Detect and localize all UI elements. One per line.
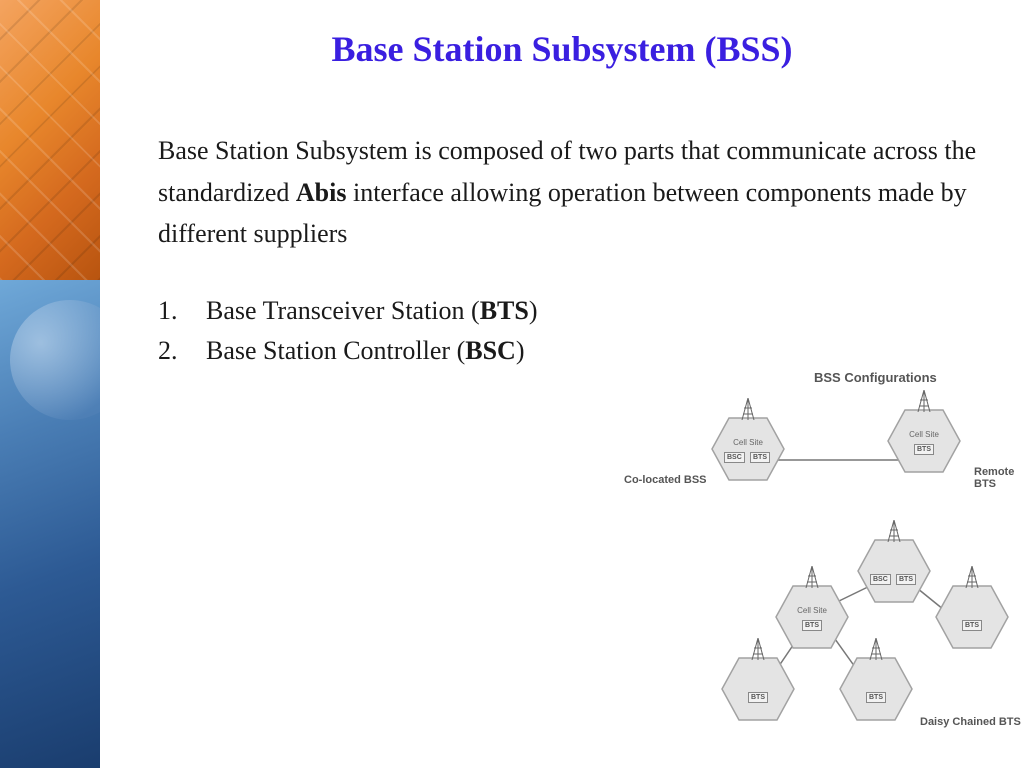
hex-colocated: Cell Site BSC BTS <box>710 416 786 482</box>
list-post: ) <box>516 336 525 365</box>
label-remote: Remote BTS <box>974 466 1024 490</box>
list-pre: Base Transceiver Station ( <box>206 296 480 325</box>
unit-bts: BTS <box>896 574 916 585</box>
tower-icon <box>750 638 766 660</box>
label-colocated: Co-located BSS <box>624 474 707 486</box>
tower-icon <box>740 398 756 420</box>
list-item: 1.Base Transceiver Station (BTS) <box>158 291 984 331</box>
list-pre: Base Station Controller ( <box>206 336 465 365</box>
hex-daisy-r: BTS <box>934 584 1010 650</box>
tower-icon <box>964 566 980 588</box>
label-daisy: Daisy Chained BTS <box>920 716 1021 728</box>
unit-bts: BTS <box>866 692 886 703</box>
decorative-sidebar <box>0 0 100 768</box>
hex-daisy-hub1: BSC BTS <box>856 538 932 604</box>
bss-config-diagram: BSS Configurations Cell Site BSC BTS Co-… <box>624 370 1024 750</box>
cell-site-label: Cell Site <box>909 430 939 439</box>
unit-bsc: BSC <box>870 574 891 585</box>
hex-remote: Cell Site BTS <box>886 408 962 474</box>
diagram-links <box>624 370 1024 750</box>
list-number: 2. <box>158 331 206 371</box>
list-bold: BSC <box>465 336 516 365</box>
unit-bsc: BSC <box>724 452 745 463</box>
list-number: 1. <box>158 291 206 331</box>
cell-site-label: Cell Site <box>797 606 827 615</box>
list-bold: BTS <box>480 296 529 325</box>
hex-daisy-bl: BTS <box>720 656 796 722</box>
unit-bts: BTS <box>750 452 770 463</box>
paragraph-bold: Abis <box>296 178 347 207</box>
unit-bts: BTS <box>914 444 934 455</box>
list-post: ) <box>529 296 538 325</box>
hex-daisy-br: BTS <box>838 656 914 722</box>
tower-icon <box>868 638 884 660</box>
slide-paragraph: Base Station Subsystem is composed of tw… <box>158 130 984 255</box>
slide-content: Base Station Subsystem (BSS) Base Statio… <box>100 0 1024 768</box>
sidebar-blue-panel <box>0 280 100 768</box>
unit-bts: BTS <box>962 620 982 631</box>
components-list: 1.Base Transceiver Station (BTS) 2.Base … <box>158 291 984 372</box>
unit-bts: BTS <box>748 692 768 703</box>
tower-icon <box>804 566 820 588</box>
tower-icon <box>916 390 932 412</box>
unit-bts: BTS <box>802 620 822 631</box>
hex-daisy-hub2: Cell Site BTS <box>774 584 850 650</box>
sidebar-orange-panel <box>0 0 100 280</box>
cell-site-label: Cell Site <box>733 438 763 447</box>
tower-icon <box>886 520 902 542</box>
slide-title: Base Station Subsystem (BSS) <box>140 28 984 70</box>
list-item: 2.Base Station Controller (BSC) <box>158 331 984 371</box>
